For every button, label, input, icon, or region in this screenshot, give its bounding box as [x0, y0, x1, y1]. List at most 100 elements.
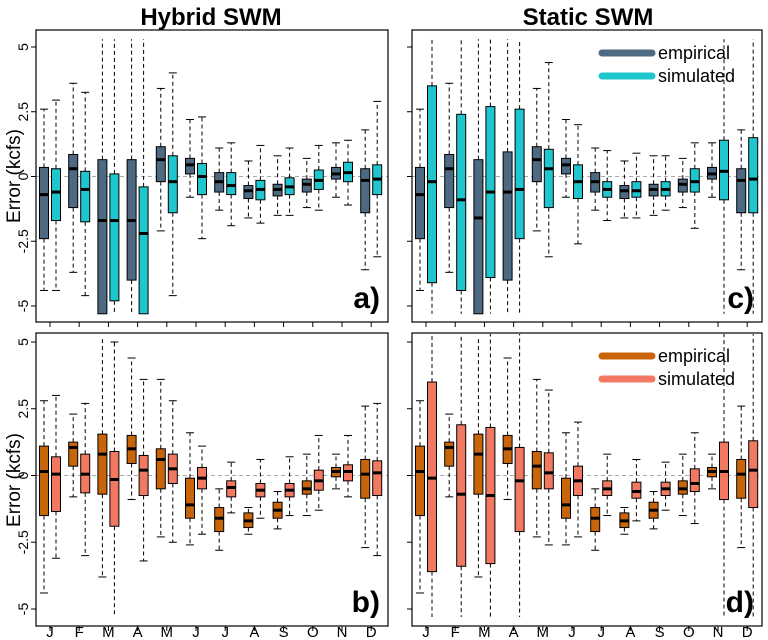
box — [39, 166, 49, 240]
legend-label-empirical: empirical — [658, 43, 730, 63]
x-tick-label: D — [366, 624, 377, 640]
y-tick-label: -2.5 — [15, 530, 31, 554]
simulated-box-j-5 — [573, 421, 583, 538]
empirical-box-m-4 — [155, 87, 166, 232]
empirical-box-m-2 — [97, 336, 108, 578]
empirical-box-a-3 — [502, 39, 513, 314]
simulated-box-d-11 — [748, 334, 759, 618]
empirical-box-f-1 — [68, 413, 79, 498]
box — [109, 450, 120, 527]
box — [502, 151, 513, 281]
simulated-box-m-4 — [167, 400, 178, 543]
y-tick-label: 0 — [15, 172, 31, 180]
box — [372, 460, 383, 497]
simulated-box-a-3 — [514, 39, 525, 314]
x-tick-label: M — [537, 624, 550, 640]
empirical-box-f-1 — [444, 413, 455, 498]
x-tick-label: M — [478, 624, 491, 640]
simulated-box-a-3 — [138, 39, 149, 315]
y-tick-label: 2.5 — [15, 399, 31, 419]
simulated-box-j-0 — [51, 99, 61, 291]
box — [197, 163, 207, 196]
simulated-box-a-7 — [255, 144, 266, 224]
x-tick-label: N — [713, 624, 724, 640]
empirical-box-j-0 — [39, 108, 49, 291]
panel-c: c) empirical simulated — [407, 29, 763, 327]
empirical-box-j-6 — [590, 147, 601, 211]
empirical-box-a-7 — [243, 507, 254, 535]
box — [415, 445, 425, 517]
x-tick-label: J — [221, 624, 229, 640]
col-title-static: Static SWM — [523, 4, 654, 31]
y-tick-label: -2.5 — [15, 229, 31, 253]
x-tick-label: M — [161, 624, 174, 640]
empirical-box-j-6 — [214, 147, 225, 211]
box — [68, 441, 79, 467]
empirical-box-f-1 — [68, 82, 79, 273]
simulated-box-s-8 — [284, 456, 295, 517]
box — [51, 456, 61, 513]
simulated-box-m-4 — [167, 72, 178, 297]
box — [80, 170, 91, 223]
box — [109, 173, 120, 302]
empirical-box-j-5 — [185, 119, 195, 198]
x-tick-label: A — [509, 624, 519, 640]
simulated-box-f-1 — [456, 334, 467, 618]
x-tick-label: S — [279, 624, 289, 640]
empirical-box-a-7 — [619, 160, 630, 219]
panel-b: -5 -2.5 0 2.5 5 J F M A M J J A S O N Db) — [15, 332, 389, 640]
panel-frame — [411, 332, 763, 627]
empirical-box-s-8 — [648, 491, 659, 530]
box — [561, 477, 571, 519]
empirical-box-a-3 — [502, 357, 513, 501]
panel-a: -5 -2.5 0 2.5 5 a) — [15, 29, 389, 327]
y-axis-label-top: Error (kcfs) — [4, 129, 25, 223]
simulated-box-m-4 — [543, 62, 554, 258]
panel-letter: c) — [727, 282, 754, 315]
empirical-box-j-0 — [415, 400, 425, 594]
y-tick-label: 5 — [15, 338, 31, 346]
y-tick-label: 5 — [15, 43, 31, 51]
simulated-box-m-2 — [109, 39, 120, 314]
y-tick-label: -5 — [15, 300, 31, 313]
simulated-box-j-0 — [51, 394, 61, 559]
empirical-box-m-2 — [473, 336, 484, 578]
box — [97, 433, 108, 495]
simulated-box-f-1 — [456, 39, 467, 314]
empirical-box-a-7 — [243, 160, 254, 219]
box — [360, 458, 371, 499]
x-tick-label: N — [337, 624, 348, 640]
simulated-box-j-6 — [226, 142, 237, 227]
box — [360, 168, 371, 214]
empirical-box-n-10 — [707, 453, 717, 490]
box — [689, 468, 700, 493]
simulated-box-o-9 — [689, 142, 700, 229]
simulated-box-d-11 — [748, 39, 759, 314]
simulated-box-j-6 — [226, 461, 237, 514]
box — [167, 155, 178, 214]
empirical-box-n-10 — [331, 142, 341, 198]
simulated-box-j-5 — [197, 116, 207, 240]
box — [748, 440, 759, 509]
box — [736, 458, 747, 499]
simulated-box-a-7 — [631, 458, 642, 522]
empirical-box-d-11 — [360, 405, 371, 549]
panel-letter: d) — [726, 586, 754, 619]
simulated-box-n-10 — [343, 434, 353, 498]
empirical-box-j-5 — [561, 432, 571, 546]
empirical-box-d-11 — [736, 129, 747, 271]
empirical-box-j-0 — [39, 400, 49, 594]
box — [736, 168, 747, 214]
box — [51, 168, 61, 222]
panel-letter: b) — [352, 586, 380, 619]
empirical-box-s-8 — [272, 491, 283, 530]
legend-label-empirical: empirical — [658, 346, 730, 366]
simulated-box-a-7 — [631, 152, 642, 219]
simulated-box-d-11 — [372, 100, 383, 258]
box — [531, 450, 542, 490]
simulated-box-n-10 — [719, 39, 729, 314]
simulated-box-m-2 — [485, 39, 496, 314]
box — [444, 441, 455, 467]
box — [68, 153, 79, 209]
